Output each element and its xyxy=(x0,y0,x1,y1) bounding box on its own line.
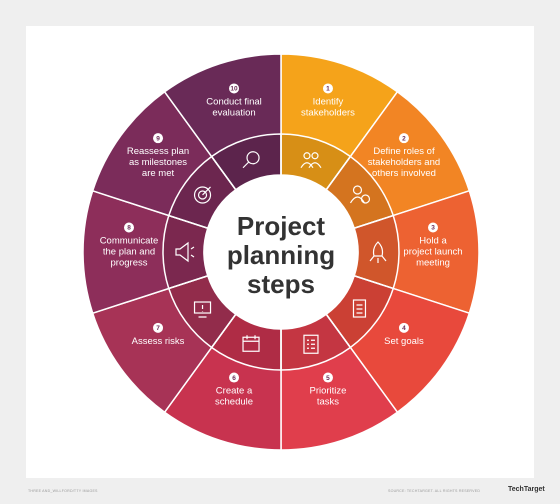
priority-list-icon xyxy=(303,334,319,354)
step-label-10: Conduct final xyxy=(206,96,261,107)
footer-credit: THREE AND_WILLFORD/TTY IMAGES xyxy=(28,489,98,493)
person-check-icon xyxy=(349,185,371,204)
checklist-doc-icon xyxy=(352,299,367,318)
rocket-icon xyxy=(369,241,387,263)
step-label-3: project launch xyxy=(403,247,462,258)
step-number-badge-7 xyxy=(153,322,164,333)
step-number-9: 9 xyxy=(156,135,160,142)
step-label-7: Assess risks xyxy=(132,336,185,347)
step-label-3: meeting xyxy=(416,258,450,269)
center-disc xyxy=(204,175,358,329)
wheel-icons xyxy=(175,151,387,354)
segment-8 xyxy=(82,189,284,315)
step-number-2: 2 xyxy=(402,135,406,142)
step-label-8: progress xyxy=(111,258,148,269)
step-label-9: as milestones xyxy=(129,157,187,168)
step-number-4: 4 xyxy=(402,325,406,332)
step-label-1: Identify xyxy=(313,96,344,107)
footer-source: SOURCE: TECHTARGET. ALL RIGHTS RESERVED xyxy=(388,489,481,493)
target-icon xyxy=(193,186,212,204)
step-number-badge-3 xyxy=(428,222,438,233)
step-number-10: 10 xyxy=(230,86,238,93)
step-label-2: others involved xyxy=(372,168,436,179)
step-label-10: evaluation xyxy=(212,107,255,118)
calendar-icon xyxy=(242,335,260,352)
step-label-5: Prioritize xyxy=(309,386,346,397)
magnifier-icon xyxy=(242,151,260,169)
step-number-3: 3 xyxy=(431,225,435,232)
step-number-badge-6 xyxy=(229,372,240,383)
step-label-2: Define roles of xyxy=(373,146,435,157)
step-label-2: stakeholders and xyxy=(368,157,440,168)
step-label-1: stakeholders xyxy=(301,107,355,118)
diagram-card: 1 Identify stakeholders 2 Define roles of sta… xyxy=(26,26,534,478)
step-number-badge-2 xyxy=(398,133,409,144)
step-label-9: are met xyxy=(142,168,175,179)
step-number-badge-10 xyxy=(229,83,240,94)
step-number-8: 8 xyxy=(127,225,131,232)
people-icon xyxy=(300,152,322,169)
megaphone-icon xyxy=(175,241,195,263)
step-label-8: Communicate xyxy=(100,236,159,247)
step-number-badge-4 xyxy=(398,322,409,333)
center-title-line-1: Project xyxy=(237,211,325,241)
step-label-6: Create a xyxy=(216,386,253,397)
warning-monitor-icon xyxy=(193,301,212,318)
segment-3 xyxy=(278,189,480,315)
brand-logo: TechTarget xyxy=(508,486,545,493)
step-number-badge-8 xyxy=(124,222,134,233)
step-number-5: 5 xyxy=(326,375,330,382)
center-title-line-2: planning xyxy=(227,240,335,270)
step-label-9: Reassess plan xyxy=(127,146,189,157)
step-number-badge-1 xyxy=(322,83,333,94)
step-number-badge-9 xyxy=(153,133,164,144)
icon-ring xyxy=(162,133,400,371)
step-label-6: schedule xyxy=(215,397,253,408)
center-title-line-3: steps xyxy=(247,269,315,299)
step-label-8: the plan and xyxy=(103,247,155,258)
step-number-badge-5 xyxy=(322,372,333,383)
step-label-5: tasks xyxy=(317,397,339,408)
step-label-4: Set goals xyxy=(384,336,424,347)
step-number-6: 6 xyxy=(232,375,236,382)
step-number-7: 7 xyxy=(156,325,160,332)
step-label-3: Hold a xyxy=(419,236,447,247)
step-number-1: 1 xyxy=(326,86,330,93)
